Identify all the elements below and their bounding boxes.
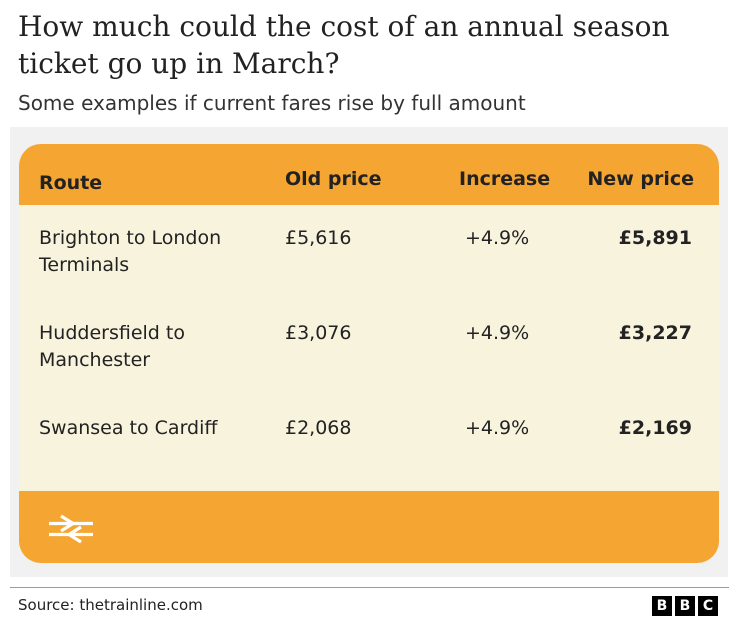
bbc-logo-letter: B [652,596,672,616]
source-note: Source: thetrainline.com [18,596,203,614]
header-old-price: Old price [285,168,382,190]
route-cell: Huddersfield to Manchester [39,322,185,371]
national-rail-icon [49,514,93,544]
table-row: Swansea to Cardiff £2,068 +4.9% £2,169 [19,395,719,490]
route-cell: Swansea to Cardiff [39,417,218,439]
new-price-cell: £5,891 [618,227,692,249]
fares-table-card: Route Old price Increase New price Brigh… [19,144,719,563]
footer-divider [10,587,729,588]
increase-cell: +4.9% [465,227,530,249]
increase-cell: +4.9% [465,322,530,344]
table-row: Brighton to London Terminals £5,616 +4.9… [19,205,719,300]
bbc-logo-letter: C [698,596,718,616]
chart-subtitle: Some examples if current fares rise by f… [18,91,526,115]
old-price-cell: £5,616 [285,227,352,249]
table-body: Brighton to London Terminals £5,616 +4.9… [19,205,719,491]
new-price-cell: £2,169 [618,417,692,439]
table-header: Route Old price Increase New price [19,144,719,205]
new-price-cell: £3,227 [618,322,692,344]
bbc-logo: B B C [652,596,718,616]
header-increase: Increase [459,168,551,190]
old-price-cell: £2,068 [285,417,352,439]
route-cell: Brighton to London Terminals [39,227,222,276]
chart-title: How much could the cost of an annual sea… [18,10,670,80]
header-route: Route [39,172,103,194]
table-row: Huddersfield to Manchester £3,076 +4.9% … [19,300,719,395]
old-price-cell: £3,076 [285,322,352,344]
increase-cell: +4.9% [465,417,530,439]
bbc-logo-letter: B [675,596,695,616]
header-new-price: New price [587,168,694,190]
